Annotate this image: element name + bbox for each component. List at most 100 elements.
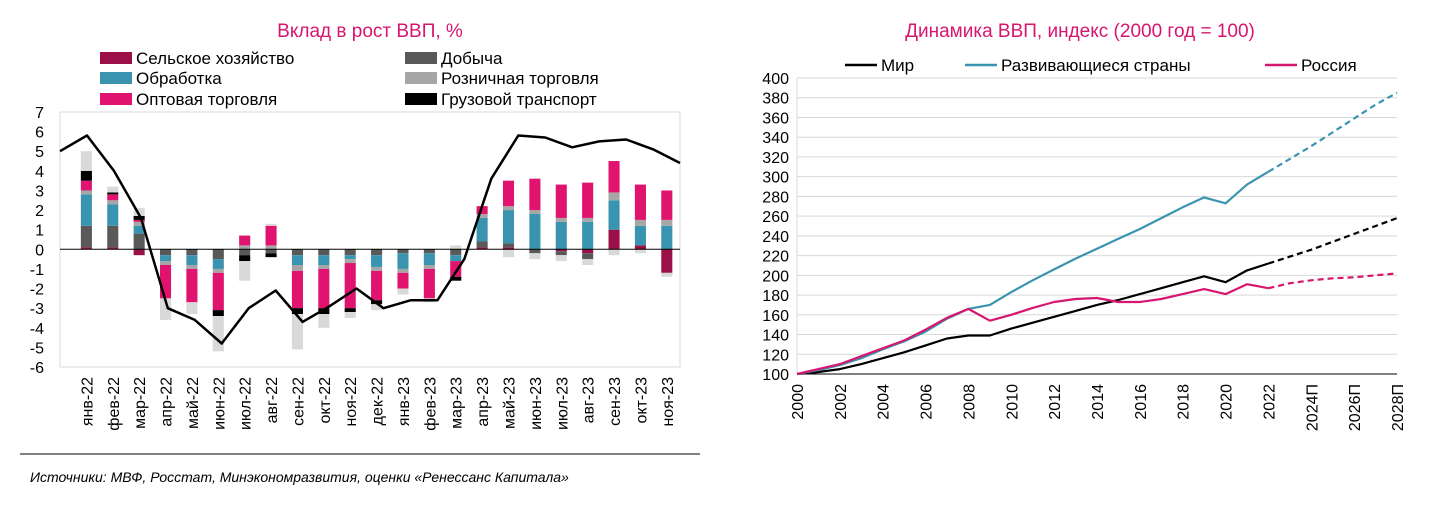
bar-segment-mining	[107, 225, 119, 248]
bar-segment-retail	[582, 217, 594, 222]
left-x-tick-label: апр-23	[475, 377, 492, 427]
bar-segment-other	[318, 314, 330, 328]
bar-segment-retail	[529, 210, 541, 214]
bar-segment-manuf	[107, 204, 119, 226]
bar-segment-manuf	[371, 255, 383, 267]
bar-segment-other	[239, 261, 251, 281]
right-x-tick-label: 2016	[1133, 384, 1150, 420]
bar-segment-agri	[661, 249, 673, 273]
legend-swatch-mining	[405, 52, 437, 64]
left-x-tick-label: фев-23	[422, 377, 439, 431]
right-x-tick-label: 2020	[1219, 384, 1236, 420]
series-forecast-world	[1268, 217, 1398, 265]
bar-segment-wholesale	[212, 272, 224, 311]
right-legend-label-russia: Россия	[1301, 56, 1357, 75]
legend-swatch-agri	[100, 52, 132, 64]
left-x-tick-label: ноя-22	[343, 377, 360, 427]
bar-segment-manuf	[159, 255, 172, 262]
left-y-tick-label: 0	[35, 242, 44, 259]
bar-segment-retail	[291, 265, 303, 271]
bar-segment-manuf	[291, 255, 303, 265]
left-y-tick-label: 2	[35, 203, 44, 220]
bar-segment-mining	[423, 249, 435, 254]
bar-segment-other	[450, 245, 462, 250]
bar-segment-retail	[318, 265, 330, 269]
bar-segment-freight	[107, 192, 119, 195]
bar-segment-mining	[212, 249, 224, 260]
left-chart: -6 -5 -4 -3 -2 -1 0 1 2 3 4 5 6 7 янв-22 фев-22 мар-22 ап…	[20, 49, 700, 455]
bar-segment-manuf	[186, 255, 198, 265]
bar-segment-wholesale	[582, 182, 594, 218]
bar-segment-mining	[239, 249, 251, 256]
source-note: Источники: МВФ, Росстат, Минэкономразвит…	[30, 469, 569, 485]
bar-segment-manuf	[423, 253, 435, 265]
left-x-tick-label: июн-22	[211, 377, 228, 430]
right-y-tick-label: 100	[762, 367, 789, 384]
bar-segment-wholesale	[371, 270, 383, 301]
right-y-tick-label: 180	[762, 288, 789, 305]
bar-segment-freight	[133, 215, 145, 220]
right-x-tick-label: 2000	[790, 384, 807, 420]
right-x-tick-label: 2024П	[1304, 384, 1321, 431]
bar-segment-freight	[344, 308, 356, 313]
bar-segment-wholesale	[661, 190, 673, 220]
bar-segment-freight	[318, 308, 330, 315]
left-x-tick-label: июл-22	[238, 377, 255, 430]
bar-segment-other	[265, 223, 277, 226]
bar-segment-manuf	[80, 194, 92, 226]
left-y-tick-label: 4	[35, 164, 44, 181]
bar-segment-other	[186, 302, 198, 315]
bar-segment-retail	[661, 219, 673, 226]
left-x-tick-label: авг-22	[264, 377, 281, 423]
bar-segment-retail	[107, 200, 119, 205]
bar-segment-wholesale	[529, 178, 541, 211]
bar-segment-retail	[344, 259, 356, 264]
right-x-tick-label: 2026П	[1347, 384, 1364, 431]
bar-segment-agri	[582, 249, 594, 254]
legend-label-agri: Сельское хозяйство	[136, 49, 294, 68]
right-chart: 100 120 140 160 180 200 220 240 260 280 300 320 340 3…	[762, 56, 1407, 431]
left-y-tick-label: -5	[30, 340, 44, 357]
bar-segment-other	[159, 298, 172, 320]
bar-segment-retail	[265, 245, 277, 250]
left-x-tick-label: май-22	[185, 377, 202, 429]
bar-segment-wholesale	[344, 263, 356, 309]
bar-segment-manuf	[502, 210, 515, 244]
right-x-tick-label: 2002	[833, 384, 850, 420]
right-y-tick-label: 200	[762, 268, 789, 285]
bar-segment-mining	[159, 249, 172, 256]
bar-segment-other	[555, 255, 567, 262]
bar-segment-freight	[450, 276, 462, 281]
bar-segment-retail	[476, 214, 488, 218]
bar-segment-other	[344, 312, 356, 318]
bar-segment-retail	[80, 190, 92, 195]
left-y-tick-label: -1	[30, 262, 44, 279]
legend-label-mining: Добыча	[441, 49, 503, 68]
bar-segment-manuf	[529, 214, 541, 250]
left-x-tick-label: окт-22	[317, 377, 334, 424]
bar-segment-agri	[502, 247, 515, 250]
left-x-tick-label: янв-23	[396, 377, 413, 426]
right-x-tick-label: 2022	[1261, 384, 1278, 420]
right-y-tick-label: 320	[762, 150, 789, 167]
right-y-tick-label: 240	[762, 229, 789, 246]
bar-segment-other	[397, 288, 409, 295]
bar-segment-other	[80, 151, 92, 171]
bar-segment-freight	[80, 170, 92, 181]
bar-segment-mining	[265, 249, 277, 254]
bar-segment-other	[502, 249, 515, 258]
left-x-tick-label: май-23	[502, 377, 519, 429]
bar-segment-other	[291, 314, 303, 350]
bar-segment-retail	[186, 265, 198, 269]
right-chart-title: Динамика ВВП, индекс (2000 год = 100)	[905, 21, 1255, 42]
right-legend-label-emerging: Развивающиеся страны	[1001, 56, 1191, 75]
right-x-tick-label: 2028П	[1390, 384, 1407, 431]
bar-segment-mining	[476, 241, 488, 248]
right-x-tick-label: 2008	[961, 384, 978, 420]
left-x-tick-label: ноя-23	[660, 377, 677, 427]
right-x-tick-label: 2014	[1090, 384, 1107, 420]
bar-segment-mining	[582, 253, 594, 260]
right-y-tick-label: 260	[762, 209, 789, 226]
left-x-tick-label: сен-22	[290, 377, 307, 426]
